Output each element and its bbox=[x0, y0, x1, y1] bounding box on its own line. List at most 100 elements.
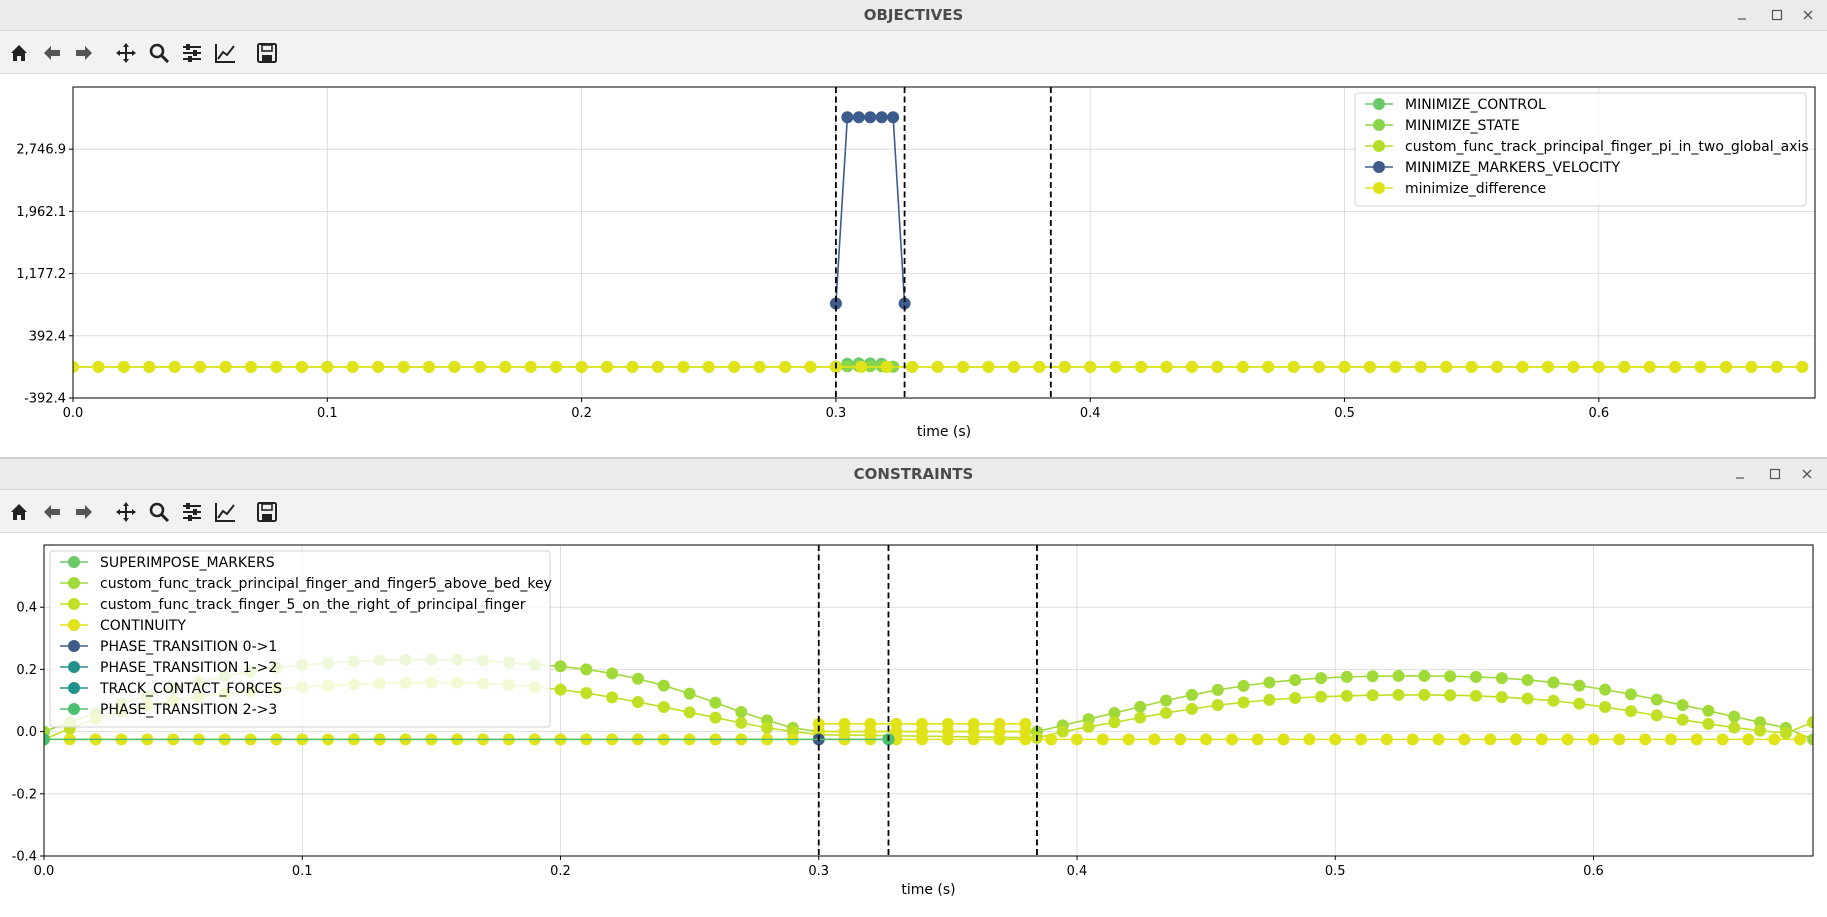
legend-marker bbox=[68, 703, 80, 715]
close-window-icon[interactable] bbox=[1798, 5, 1818, 25]
data-point bbox=[1470, 671, 1482, 683]
data-point bbox=[118, 361, 130, 373]
x-tick-label: 0.5 bbox=[1325, 864, 1346, 879]
data-point bbox=[804, 361, 816, 373]
data-point bbox=[1123, 733, 1135, 745]
data-point bbox=[703, 361, 715, 373]
x-tick-label: 0.1 bbox=[292, 864, 313, 879]
maximize-window-icon[interactable] bbox=[1765, 464, 1785, 484]
configure-subplots-button[interactable] bbox=[178, 498, 206, 526]
data-point bbox=[1484, 733, 1496, 745]
data-point bbox=[1522, 674, 1534, 686]
data-point bbox=[1084, 361, 1096, 373]
title-bar: OBJECTIVES bbox=[0, 0, 1827, 31]
data-point bbox=[1393, 670, 1405, 682]
data-point bbox=[398, 361, 410, 373]
data-point bbox=[1252, 733, 1264, 745]
configure-subplots-button[interactable] bbox=[178, 39, 206, 67]
save-button[interactable] bbox=[253, 498, 281, 526]
forward-button[interactable] bbox=[70, 498, 98, 526]
data-point bbox=[1720, 361, 1732, 373]
data-point bbox=[1458, 733, 1470, 745]
data-point bbox=[499, 361, 511, 373]
save-button[interactable] bbox=[253, 39, 281, 67]
close-window-icon[interactable] bbox=[1797, 464, 1817, 484]
data-point bbox=[1008, 361, 1020, 373]
x-tick-label: 0.4 bbox=[1067, 864, 1088, 879]
data-point bbox=[1491, 361, 1503, 373]
forward-icon bbox=[73, 42, 95, 64]
data-point bbox=[347, 361, 359, 373]
data-point bbox=[1651, 694, 1663, 706]
x-axis-label: time (s) bbox=[901, 882, 955, 898]
data-point bbox=[245, 361, 257, 373]
edit-axis-button[interactable] bbox=[211, 39, 239, 67]
data-point bbox=[1562, 733, 1574, 745]
maximize-window-icon[interactable] bbox=[1767, 5, 1787, 25]
data-point bbox=[1033, 361, 1045, 373]
data-point bbox=[372, 361, 384, 373]
pan-icon bbox=[115, 42, 137, 64]
plot-toolbar bbox=[0, 490, 1827, 533]
data-point bbox=[1433, 733, 1445, 745]
data-point bbox=[194, 361, 206, 373]
back-button[interactable] bbox=[38, 498, 66, 526]
y-tick-label: 0.2 bbox=[16, 663, 37, 678]
data-point bbox=[728, 361, 740, 373]
data-point bbox=[1134, 712, 1146, 724]
forward-button[interactable] bbox=[70, 39, 98, 67]
y-tick-label: 1,962.1 bbox=[16, 205, 66, 220]
pan-button[interactable] bbox=[112, 39, 140, 67]
data-point bbox=[1573, 698, 1585, 710]
data-point bbox=[1148, 733, 1160, 745]
data-point bbox=[1339, 361, 1351, 373]
data-point bbox=[983, 361, 995, 373]
pan-button[interactable] bbox=[112, 498, 140, 526]
data-point bbox=[876, 111, 888, 123]
phase-boundaries bbox=[836, 87, 1051, 398]
legend-marker bbox=[1373, 119, 1385, 131]
data-point bbox=[1174, 733, 1186, 745]
data-point bbox=[684, 688, 696, 700]
zoom-button[interactable] bbox=[145, 498, 173, 526]
legend-marker bbox=[1373, 161, 1385, 173]
data-point bbox=[1108, 716, 1120, 728]
legend-marker bbox=[68, 598, 80, 610]
home-button[interactable] bbox=[5, 498, 33, 526]
data-point bbox=[1542, 361, 1554, 373]
y-tick-label: 2,746.9 bbox=[16, 143, 66, 158]
home-icon bbox=[8, 42, 30, 64]
data-point bbox=[864, 111, 876, 123]
data-point bbox=[1613, 733, 1625, 745]
x-axis-label: time (s) bbox=[917, 424, 971, 440]
x-tick-label: 0.1 bbox=[317, 406, 338, 421]
legend: MINIMIZE_CONTROLMINIMIZE_STATEcustom_fun… bbox=[1355, 93, 1809, 206]
data-point bbox=[525, 361, 537, 373]
home-button[interactable] bbox=[5, 39, 33, 67]
data-point bbox=[841, 111, 853, 123]
minimize-window-icon[interactable] bbox=[1730, 464, 1750, 484]
minimize-window-icon[interactable] bbox=[1732, 5, 1752, 25]
data-point bbox=[1567, 361, 1579, 373]
zoom-button[interactable] bbox=[145, 39, 173, 67]
back-button[interactable] bbox=[38, 39, 66, 67]
x-tick-label: 0.3 bbox=[808, 864, 829, 879]
data-point bbox=[1466, 361, 1478, 373]
data-point bbox=[1702, 705, 1714, 717]
data-point bbox=[1341, 690, 1353, 702]
data-point bbox=[1083, 721, 1095, 733]
edit-axis-button[interactable] bbox=[211, 498, 239, 526]
series-4 bbox=[67, 361, 1808, 373]
data-point bbox=[957, 361, 969, 373]
data-point bbox=[580, 687, 592, 699]
data-point bbox=[632, 673, 644, 685]
x-tick-label: 0.6 bbox=[1583, 864, 1604, 879]
data-point bbox=[1226, 733, 1238, 745]
forward-icon bbox=[73, 501, 95, 523]
legend: SUPERIMPOSE_MARKERScustom_func_track_pri… bbox=[50, 551, 552, 727]
data-point bbox=[1134, 701, 1146, 713]
data-point bbox=[1496, 672, 1508, 684]
data-point bbox=[1407, 733, 1419, 745]
legend-marker bbox=[1373, 140, 1385, 152]
